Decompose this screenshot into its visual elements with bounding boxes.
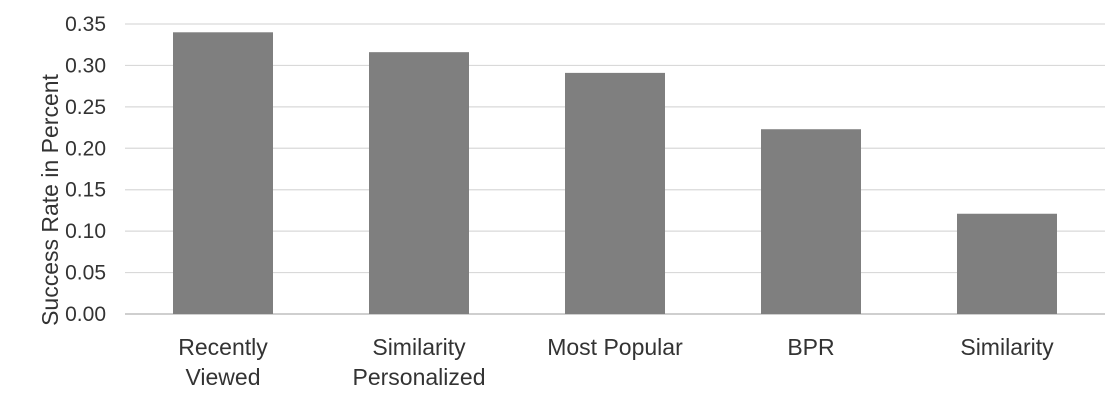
bar: [565, 72, 665, 314]
x-category-label: Recently Viewed: [178, 334, 268, 390]
bar: [957, 213, 1057, 314]
x-category-label: Similarity Personalized: [353, 334, 486, 390]
bar: [761, 129, 861, 314]
y-axis-ticks: 0.00 0.05 0.10 0.15 0.20 0.25 0.30 0.35: [65, 13, 106, 326]
bar: [369, 52, 469, 315]
y-tick-label: 0.20: [65, 137, 106, 160]
bar: [173, 32, 273, 315]
y-tick-label: 0.30: [65, 54, 106, 77]
y-axis-title: Success Rate in Percent: [37, 73, 63, 325]
y-tick-label: 0.35: [65, 13, 106, 36]
x-category-label: Most Popular: [547, 334, 683, 360]
x-category-label: Similarity: [960, 334, 1054, 360]
y-tick-label: 0.05: [65, 262, 106, 285]
y-tick-label: 0.10: [65, 220, 106, 243]
y-tick-label: 0.25: [65, 96, 106, 119]
x-axis-categories: Recently Viewed Similarity Personalized Most…: [178, 334, 1054, 390]
bars: [173, 32, 1057, 315]
y-tick-label: 0.00: [65, 303, 106, 326]
y-tick-label: 0.15: [65, 179, 106, 202]
x-category-label: BPR: [787, 334, 834, 360]
